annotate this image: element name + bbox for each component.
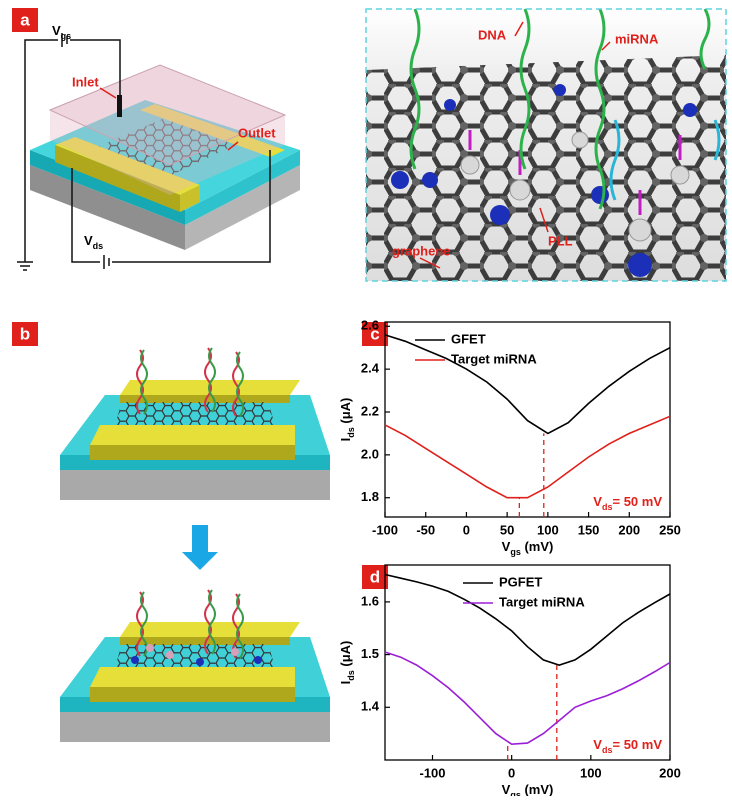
label-main: V [502,782,511,796]
x-tick-label: 100 [580,765,602,780]
legend-label: GFET [451,331,486,346]
legend-label: PGFET [499,574,542,589]
device-after [59,589,331,743]
vds-label: Vds [84,233,103,251]
panel-label: c [370,324,379,343]
legend-label: Target miRNA [451,351,537,366]
annotation: Vds= 50 mV [593,737,662,755]
label-rest: = 50 mV [612,494,662,509]
x-tick-label: 100 [537,522,559,537]
plot-frame [384,321,671,518]
device-before [59,347,331,501]
label-sub: gs [510,547,521,557]
label-main: V [502,539,511,554]
bound-molecules [131,644,262,666]
y-tick-label: 2.6 [361,318,379,333]
y-tick-label: 1.6 [361,593,379,608]
x-tick-label: 200 [618,522,640,537]
x-tick-label: 50 [500,522,514,537]
y-tick-label: 1.5 [361,646,379,661]
mirna-label: miRNA [615,31,659,46]
label-rest: = 50 mV [612,737,662,752]
pll-label: PLL [548,233,573,248]
panel-label-box [12,8,38,32]
y-axis-label: Ids (μA) [338,641,356,685]
panel-label: d [370,567,380,586]
panel-label: b [20,324,30,343]
panel-label: a [20,10,30,29]
label-sub: ds [346,427,356,438]
y-tick-label: 1.4 [361,699,380,714]
label-rest: (μA) [338,641,353,671]
y-tick-label: 2.2 [361,403,379,418]
x-tick-label: 0 [508,765,515,780]
x-tick-label: 0 [463,522,470,537]
x-tick-label: -100 [372,522,398,537]
x-tick-label: 150 [578,522,600,537]
dna-label: DNA [478,27,507,42]
x-tick-label: -100 [419,765,445,780]
data-line [384,651,671,746]
outlet-label: Outlet [238,125,276,140]
vgs-label: Vgs [52,23,71,41]
panel-label-box [12,322,38,346]
label-rest: (μA) [338,398,353,428]
label-main: I [338,681,353,685]
legend-label: Target miRNA [499,594,585,609]
label-sub: ds [602,502,613,512]
y-tick-label: 2.0 [361,446,379,461]
label-main: V [84,233,93,248]
y-axis-label: Ids (μA) [338,398,356,442]
panel-label-box [362,565,388,589]
label-main: V [593,737,602,752]
annotation: Vds= 50 mV [593,494,662,512]
x-tick-label: 200 [659,765,681,780]
label-sub: ds [602,745,613,755]
label-rest: (mV) [521,539,554,554]
label-main: V [593,494,602,509]
x-tick-label: -50 [416,522,435,537]
label-sub: gs [510,790,521,796]
label-main: V [52,23,61,38]
panel-label-box [362,322,388,346]
data-line [384,573,671,666]
molecular-illustration [365,8,727,282]
label-sub: ds [93,241,104,251]
y-tick-label: 2.4 [361,361,380,376]
inlet-label: Inlet [72,74,99,89]
x-axis-label: Vgs (mV) [502,539,554,557]
arrow [182,525,218,570]
label-sub: ds [346,670,356,681]
y-tick-label: 1.8 [361,489,379,504]
label-sub: gs [61,31,72,41]
label-rest: (mV) [521,782,554,796]
data-line [384,415,671,499]
graphene-label: graphene [392,243,451,258]
data-line [384,334,671,435]
x-tick-label: 250 [659,522,681,537]
device-illustration [17,33,300,271]
x-axis-label: Vgs (mV) [502,782,554,796]
label-main: I [338,438,353,442]
